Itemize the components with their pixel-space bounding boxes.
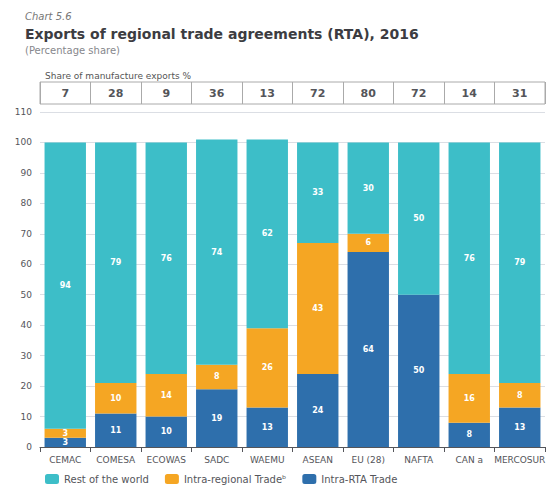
svg-text:COMESA: COMESA (96, 455, 136, 465)
svg-text:16: 16 (464, 394, 476, 403)
svg-text:43: 43 (312, 304, 323, 313)
svg-text:CEMAC: CEMAC (49, 455, 81, 465)
svg-text:NAFTA: NAFTA (404, 455, 434, 465)
svg-text:0: 0 (26, 442, 32, 452)
svg-text:7: 7 (61, 87, 69, 100)
svg-text:13: 13 (260, 87, 275, 100)
svg-text:Intra-regional Tradeᵇ: Intra-regional Tradeᵇ (184, 474, 286, 485)
svg-text:72: 72 (310, 87, 325, 100)
svg-text:40: 40 (21, 320, 33, 330)
svg-text:80: 80 (361, 87, 377, 100)
svg-text:9: 9 (162, 87, 170, 100)
svg-text:Exports of regional trade agre: Exports of regional trade agreements (RT… (25, 26, 419, 42)
svg-text:3: 3 (62, 438, 68, 447)
svg-text:8: 8 (466, 430, 472, 439)
svg-text:28: 28 (108, 87, 123, 100)
svg-text:60: 60 (21, 259, 33, 269)
svg-text:70: 70 (21, 229, 33, 239)
svg-text:50: 50 (413, 366, 425, 375)
svg-text:50: 50 (21, 290, 33, 300)
svg-text:79: 79 (514, 258, 526, 267)
svg-text:ECOWAS: ECOWAS (147, 455, 187, 465)
svg-text:6: 6 (365, 238, 371, 247)
svg-text:20: 20 (21, 381, 33, 391)
svg-text:94: 94 (60, 281, 72, 290)
svg-text:MERCOSUR: MERCOSUR (494, 455, 545, 465)
svg-text:100: 100 (15, 137, 32, 147)
svg-text:Intra-RTA Trade: Intra-RTA Trade (321, 474, 397, 485)
svg-text:14: 14 (462, 87, 478, 100)
svg-text:SADC: SADC (204, 455, 229, 465)
svg-text:10: 10 (21, 412, 33, 422)
svg-text:Chart 5.6: Chart 5.6 (25, 11, 72, 22)
svg-text:62: 62 (262, 229, 273, 238)
svg-text:EU (28): EU (28) (351, 455, 385, 465)
svg-text:11: 11 (110, 426, 122, 435)
svg-text:30: 30 (21, 351, 33, 361)
svg-text:19: 19 (211, 414, 223, 423)
svg-text:76: 76 (161, 254, 173, 263)
svg-text:CAN a: CAN a (455, 455, 483, 465)
svg-text:24: 24 (312, 406, 324, 415)
svg-text:79: 79 (110, 258, 122, 267)
svg-text:76: 76 (464, 254, 476, 263)
svg-text:(Percentage share): (Percentage share) (25, 45, 120, 56)
svg-text:110: 110 (15, 107, 32, 117)
svg-text:30: 30 (363, 184, 375, 193)
svg-text:8: 8 (517, 391, 523, 400)
svg-text:Share of manufacture exports %: Share of manufacture exports % (45, 71, 192, 81)
svg-text:ASEAN: ASEAN (303, 455, 333, 465)
svg-text:36: 36 (209, 87, 225, 100)
svg-text:8: 8 (214, 372, 220, 381)
svg-text:14: 14 (161, 391, 173, 400)
svg-text:72: 72 (411, 87, 426, 100)
svg-text:74: 74 (211, 248, 223, 257)
svg-text:10: 10 (110, 394, 122, 403)
svg-text:26: 26 (262, 363, 274, 372)
svg-text:13: 13 (514, 423, 525, 432)
svg-text:90: 90 (21, 168, 33, 178)
svg-text:31: 31 (512, 87, 527, 100)
svg-text:50: 50 (413, 214, 425, 223)
svg-text:13: 13 (262, 423, 273, 432)
svg-text:Rest of the world: Rest of the world (64, 474, 149, 485)
svg-text:10: 10 (161, 427, 173, 436)
svg-text:33: 33 (312, 188, 323, 197)
svg-text:64: 64 (363, 345, 375, 354)
svg-text:WAEMU: WAEMU (250, 455, 285, 465)
svg-text:3: 3 (62, 429, 68, 438)
svg-text:80: 80 (21, 198, 33, 208)
